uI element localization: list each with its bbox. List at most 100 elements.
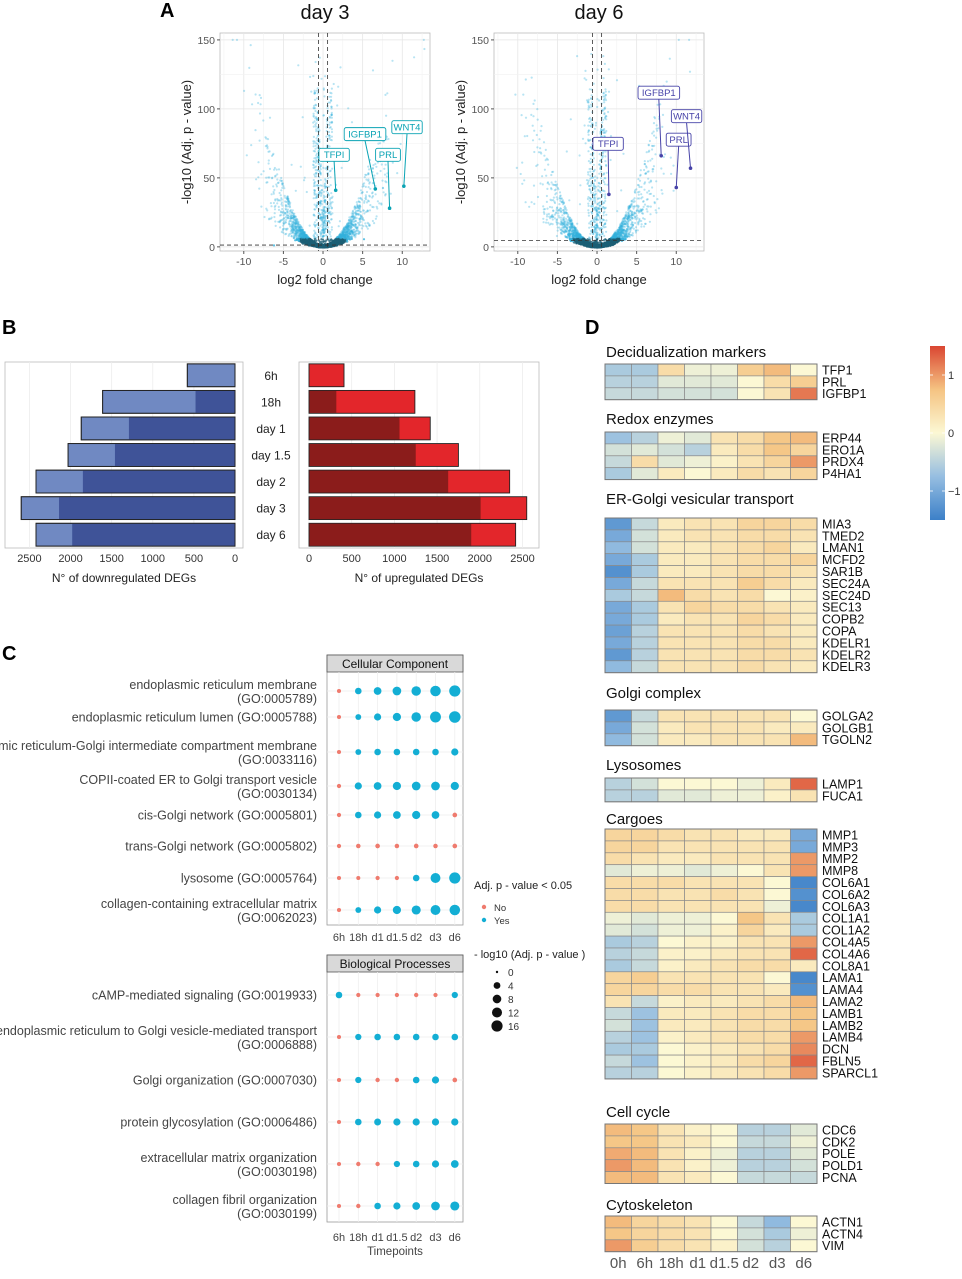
data-point [328,203,331,206]
data-point [312,114,315,117]
data-point [349,217,352,220]
data-point [377,142,380,145]
data-point [350,215,353,218]
data-point [319,171,322,174]
data-point [365,178,368,181]
data-point [319,217,322,220]
data-point [273,175,277,178]
data-point [592,182,595,185]
data-point [319,178,322,182]
data-point [323,209,326,212]
data-point [282,222,285,225]
data-point [663,153,667,156]
data-point [358,207,361,211]
data-point [344,233,347,236]
data-point [280,180,283,183]
data-point [368,195,371,198]
data-point [301,234,304,237]
data-point [290,235,293,238]
data-point [354,207,357,210]
data-point [651,186,654,189]
data-point [323,240,326,243]
data-point [346,234,349,237]
data-point [367,172,370,175]
data-point [521,182,524,185]
data-point [344,226,347,229]
data-point [324,214,327,218]
data-point [356,205,359,208]
data-point [315,116,318,119]
data-point [281,204,284,207]
data-point [323,219,326,222]
data-point [385,181,388,184]
data-point [555,196,558,199]
data-point [312,112,315,115]
data-point [320,215,323,219]
data-point [284,233,287,236]
data-point [270,177,274,180]
data-point [385,175,388,178]
data-point [272,192,275,195]
data-point [291,222,294,226]
data-point [355,226,359,230]
data-point [362,209,365,212]
data-point [323,230,327,233]
data-point [324,228,327,231]
data-point [363,176,366,179]
data-point [348,232,351,235]
data-point [351,215,354,218]
data-point [588,88,591,91]
data-point [313,208,316,211]
data-point [291,230,294,234]
data-point [364,185,367,188]
data-point [391,59,394,62]
data-point [545,221,548,224]
data-point [293,232,296,235]
data-point [342,233,345,236]
data-point [339,66,342,69]
data-point [368,182,371,185]
data-point [320,203,323,206]
data-point [313,208,317,211]
data-point [265,176,268,179]
data-point [557,212,560,215]
data-point [327,220,331,223]
data-point [298,227,301,230]
data-point [556,229,559,232]
data-point [337,225,340,228]
data-point [367,186,370,189]
data-point [281,186,284,189]
data-point [325,202,328,205]
data-point [351,232,355,235]
gene-label: TFPI [324,150,345,161]
data-point [328,211,331,214]
data-point [348,232,351,235]
data-point [303,234,307,237]
data-point [596,105,599,109]
data-point [677,38,680,42]
data-point [343,236,346,239]
data-point [317,184,320,187]
data-point [320,217,323,220]
data-point [665,80,668,83]
data-point [329,197,332,200]
data-point [657,207,661,210]
data-point [284,196,287,199]
data-point [312,214,315,217]
data-point [320,245,323,248]
data-point [349,220,352,223]
data-point [322,228,325,231]
data-point [292,220,295,223]
data-point [325,239,328,242]
data-point [295,222,298,225]
data-point [348,216,351,219]
data-point [273,215,276,219]
data-point [290,223,293,226]
data-point [314,196,317,200]
data-point [310,241,313,244]
panel-label-b: B [2,317,16,339]
data-point [272,152,275,155]
data-point [604,106,607,109]
data-point [587,209,590,212]
data-point [259,103,262,106]
